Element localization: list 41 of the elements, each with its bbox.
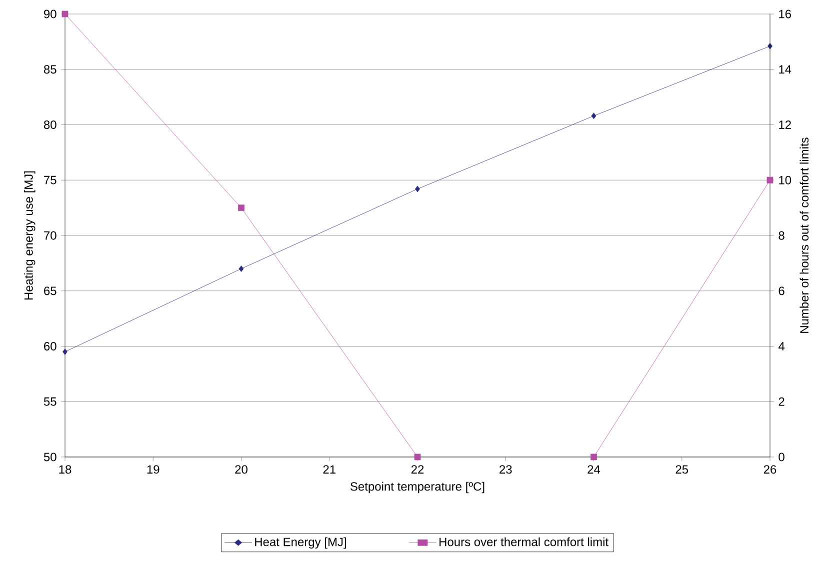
x-tick-label: 18: [59, 465, 72, 474]
y2-tick-label: 0: [778, 452, 784, 462]
y-tick-label: 55: [44, 397, 56, 406]
y2-tick-label: 16: [779, 10, 792, 18]
x-tick-label: 24: [588, 465, 600, 474]
x-tick-label: 20: [235, 465, 248, 474]
point: [591, 112, 596, 120]
x-tick-label: 25: [676, 465, 688, 474]
legend-label: Heat Energy [MJ]: [255, 537, 346, 549]
y2-tick-label: 8: [778, 231, 784, 240]
x-tick-label: 19: [147, 465, 160, 474]
y-tick-label: 90: [44, 10, 56, 18]
y-tick-label: 85: [44, 65, 56, 74]
x-tick-label: 21: [323, 465, 336, 474]
point: [238, 204, 244, 211]
y-tick-label: 50: [44, 452, 56, 462]
y-tick-label: 65: [44, 286, 56, 296]
point: [415, 186, 420, 192]
y-tick-label: 60: [44, 342, 56, 350]
x-tick-label: 22: [411, 465, 424, 474]
y-axis-title: Heating energy use [MJ]: [24, 171, 36, 300]
y2-axis-title: Number of hours out of comfort limits: [800, 138, 809, 333]
x-axis-title: Setpoint temperature [ºC]: [350, 482, 484, 494]
y2-tick-label: 10: [779, 176, 792, 184]
y-tick-label: 80: [44, 120, 56, 129]
y2-tick-label: 6: [778, 286, 784, 296]
point: [414, 454, 421, 460]
x-tick-label: 23: [500, 465, 512, 474]
point: [590, 454, 597, 460]
point: [238, 266, 244, 272]
point: [62, 348, 68, 355]
point: [62, 10, 68, 18]
y-tick-label: 70: [44, 231, 56, 240]
y2-tick-label: 12: [779, 120, 791, 129]
x-tick-label: 26: [764, 465, 776, 474]
y2-tick-label: 14: [779, 65, 792, 74]
point: [766, 176, 774, 184]
y-tick-label: 75: [44, 176, 56, 184]
legend-label: Hours over thermal comfort limit: [440, 537, 608, 546]
y2-tick-label: 4: [778, 342, 785, 350]
y2-tick-label: 2: [778, 397, 784, 406]
